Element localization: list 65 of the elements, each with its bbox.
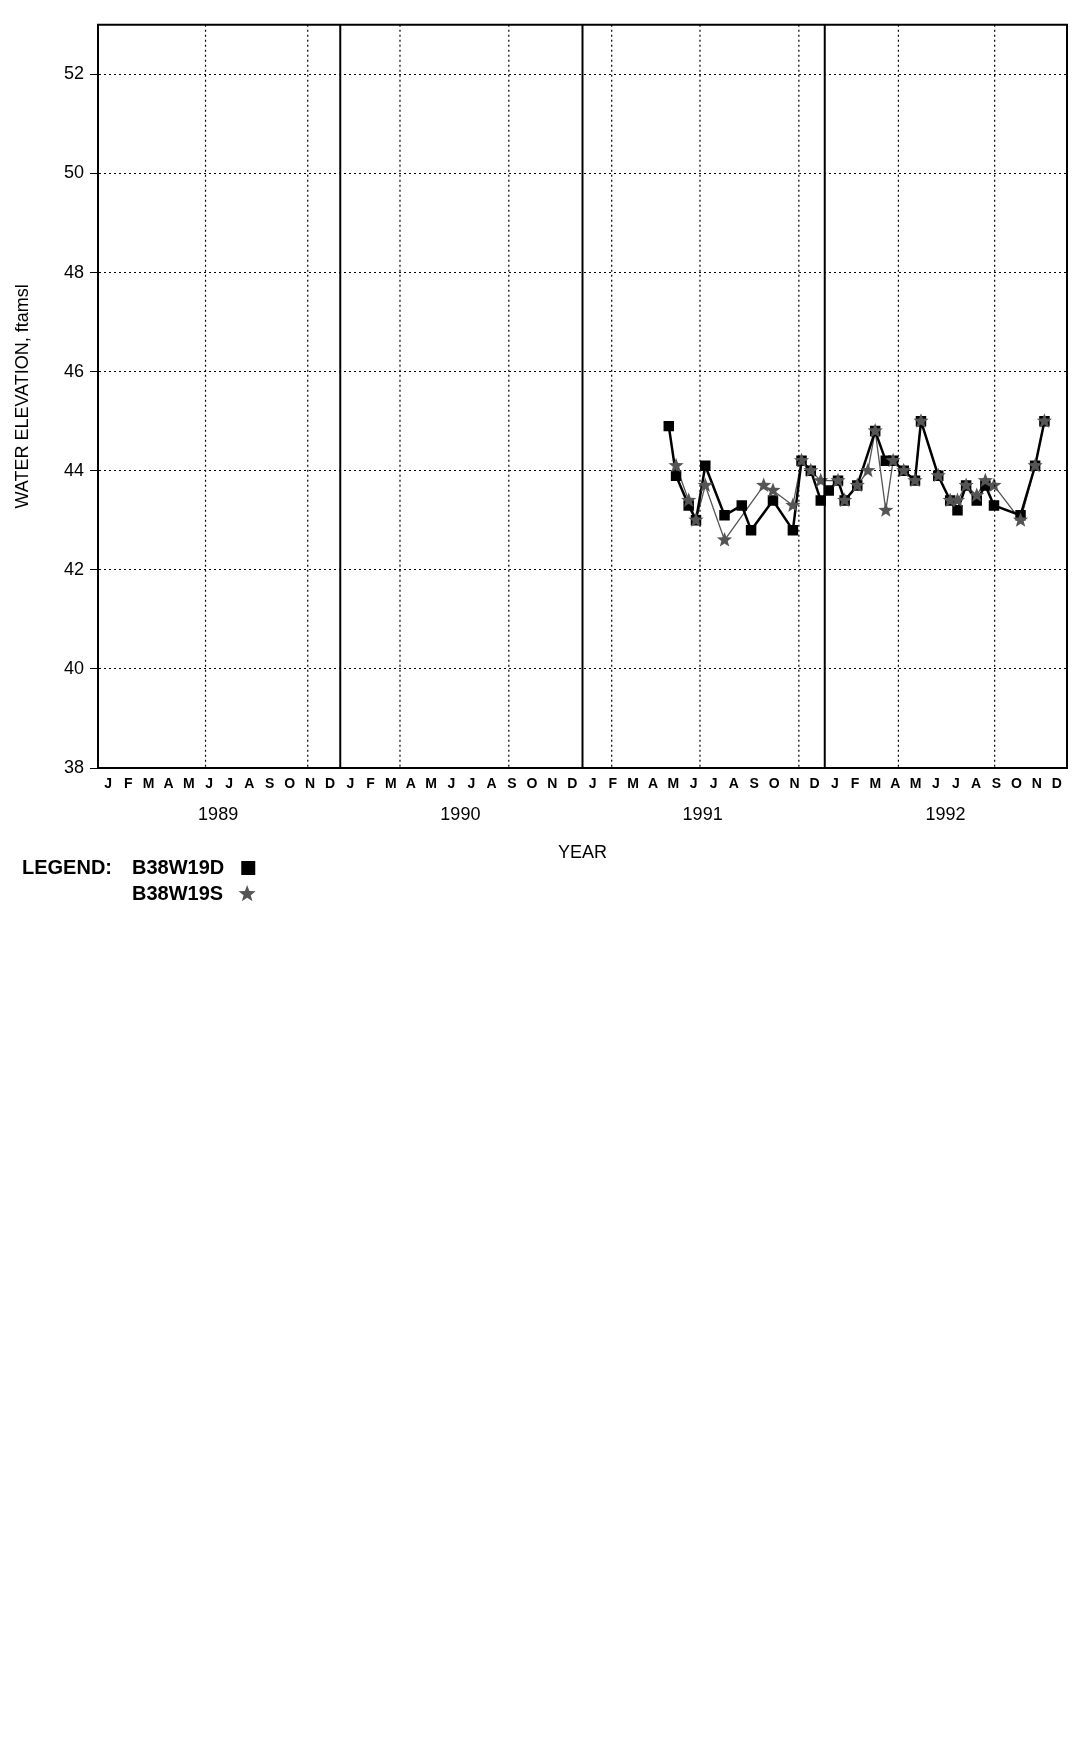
text: M	[142, 774, 155, 791]
text: J	[205, 774, 213, 791]
text: O	[1011, 774, 1023, 791]
text: S	[507, 774, 517, 791]
y-tick-label: 40	[63, 657, 84, 678]
text: N	[304, 774, 316, 791]
text: F	[608, 774, 618, 791]
text: F	[366, 774, 376, 791]
text: N	[547, 774, 558, 791]
text: N	[1031, 774, 1042, 791]
text: O	[768, 774, 780, 791]
text: J	[689, 774, 698, 791]
text: J	[346, 774, 355, 791]
y-tick-label: 44	[63, 459, 84, 480]
text: M	[183, 774, 195, 791]
x-axis-title: YEAR	[557, 842, 608, 863]
text: A	[244, 774, 255, 791]
text: J	[709, 774, 718, 791]
y-tick-label: 38	[63, 756, 84, 777]
x-tick-label: 1990	[440, 803, 481, 824]
legend-title: LEGEND:	[22, 855, 112, 878]
text: O	[284, 774, 296, 791]
y-tick-label: 48	[63, 261, 84, 282]
text: M	[869, 774, 882, 791]
x-tick-label: 1992	[925, 803, 966, 824]
text: N	[789, 774, 800, 791]
text: M	[667, 774, 680, 791]
text: J	[447, 774, 456, 791]
x-tick-label: 1991	[682, 803, 723, 824]
text: F	[124, 774, 133, 791]
text: M	[425, 774, 437, 791]
text: A	[486, 774, 497, 791]
text: J	[588, 774, 597, 791]
text: J	[830, 774, 839, 791]
text: O	[526, 774, 538, 791]
text: S	[749, 774, 759, 791]
text: A	[971, 774, 982, 791]
text: J	[467, 774, 476, 791]
text: D	[1051, 774, 1062, 791]
text: D	[809, 774, 820, 791]
text: A	[163, 774, 174, 791]
y-tick-label: 52	[63, 63, 84, 84]
text: A	[890, 774, 901, 791]
y-tick-label: 50	[63, 162, 84, 183]
text: J	[931, 774, 940, 791]
text: M	[627, 774, 639, 791]
text: D	[325, 774, 336, 791]
x-tick-label: 1989	[198, 803, 239, 824]
y-tick-label: 42	[63, 558, 84, 579]
text: J	[952, 774, 960, 791]
text: S	[991, 774, 1002, 791]
text: M	[384, 774, 397, 791]
text: J	[104, 774, 112, 791]
y-axis-title: WATER ELEVATION, ftamsl	[11, 284, 32, 509]
y-tick-label: 46	[63, 360, 84, 381]
text: S	[264, 774, 275, 791]
text: J	[225, 774, 234, 791]
text: A	[648, 774, 659, 791]
text: A	[405, 774, 416, 791]
legend-label: B38W19D	[132, 855, 225, 878]
text: D	[567, 774, 578, 791]
text: M	[909, 774, 922, 791]
text: F	[850, 774, 860, 791]
text: A	[728, 774, 739, 791]
legend-label: B38W19S	[132, 881, 224, 904]
